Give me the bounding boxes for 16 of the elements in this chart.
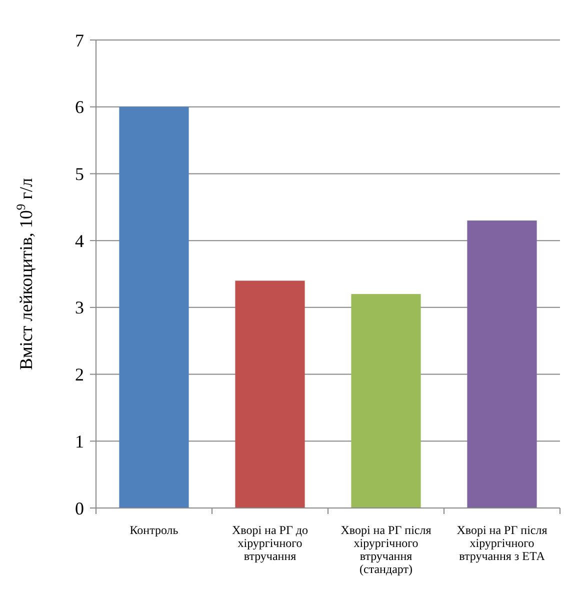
bar [351, 294, 421, 508]
x-tick-label: Контроль [130, 523, 179, 537]
x-tick-label: Хворі на РГ до хірургічного втручання [232, 523, 308, 563]
bar [235, 280, 305, 508]
y-tick-label: 0 [75, 498, 84, 518]
y-tick-label: 5 [75, 164, 84, 184]
x-tick-label: Хворі на РГ після хірургічного втручання (стандарт) [340, 523, 432, 576]
y-tick-label: 7 [75, 30, 84, 50]
x-tick-label: Хворі на РГ після хірургічного втручання з ЕТА [456, 523, 548, 563]
y-tick-label: 6 [75, 97, 84, 118]
y-tick-label: 3 [75, 298, 84, 318]
bar [467, 220, 537, 508]
y-tick-label: 1 [75, 431, 84, 452]
y-tick-label: 2 [75, 364, 84, 385]
bar [119, 106, 189, 508]
y-tick-label: 4 [75, 230, 84, 251]
